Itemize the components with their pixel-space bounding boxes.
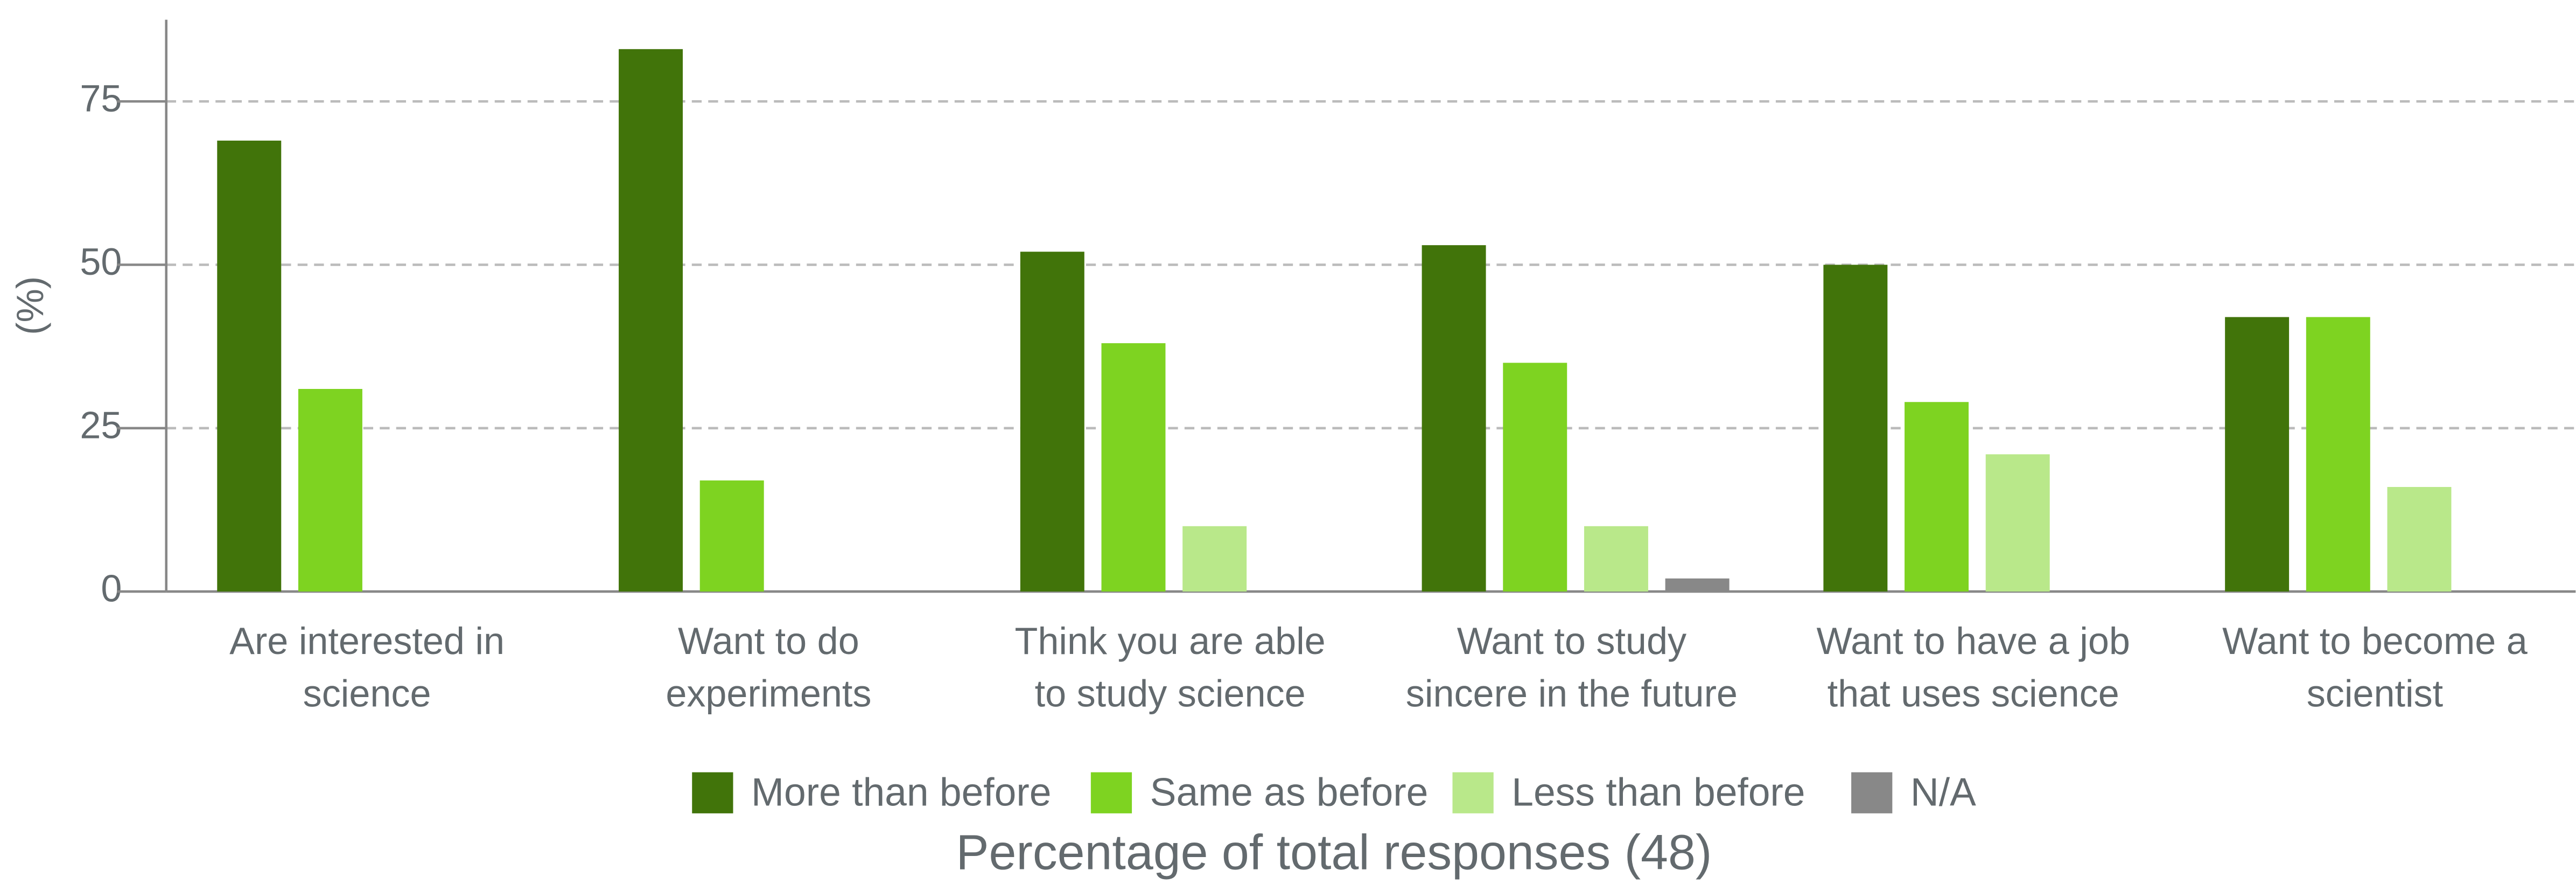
y-tick-label: 0: [101, 567, 122, 610]
legend-label: N/A: [1910, 770, 1976, 815]
legend-swatch: [1851, 772, 1893, 813]
x-tick-label: Want to do experiments: [666, 619, 872, 715]
chart-title: Percentage of total responses (48): [956, 825, 1712, 880]
bar: [298, 389, 362, 592]
legend-label: More than before: [751, 770, 1051, 815]
legend: More than before Same as before Less than …: [692, 770, 1976, 815]
bar: [699, 480, 764, 592]
legend-label: Less than before: [1511, 770, 1805, 815]
bar: [619, 49, 683, 592]
x-tick-label: Want to have a job that uses science: [1816, 619, 2130, 715]
bar: [1823, 264, 1888, 592]
legend-swatch: [1452, 772, 1494, 813]
x-tick-label: Are interested in science: [229, 619, 505, 715]
x-tick-label-box: Want to study sincere in the future: [1405, 619, 1738, 715]
x-tick-label: Want to study sincere in the future: [1405, 619, 1738, 715]
x-tick-label-box: Want to have a job that uses science: [1816, 619, 2130, 715]
bar: [2387, 486, 2452, 592]
x-tick-label-box: Are interested in science: [229, 619, 505, 715]
x-tick-label-box: Want to do experiments: [666, 619, 872, 715]
bar: [1665, 578, 1730, 592]
x-tick-label: Want to become a scientist: [2222, 619, 2528, 715]
bar: [1422, 245, 1486, 592]
bar: [1182, 526, 1247, 592]
bar: [1985, 454, 2050, 592]
bar: [1503, 363, 1567, 592]
x-tick-label: Think you are able to study science: [1014, 619, 1326, 715]
bar: [2225, 317, 2290, 592]
y-axis-label: (%): [9, 276, 51, 335]
bar: [1101, 343, 1166, 592]
y-tick-label: 25: [80, 403, 122, 446]
x-tick-label-box: Want to become a scientist: [2222, 619, 2528, 715]
bar: [2306, 317, 2370, 592]
bar: [1905, 402, 1969, 592]
legend-swatch: [692, 772, 733, 813]
bar: [217, 141, 282, 592]
y-tick-label: 50: [80, 240, 122, 283]
bar: [1584, 526, 1648, 592]
legend-label: Same as before: [1150, 770, 1429, 815]
y-tick-label: 75: [80, 77, 122, 120]
bar: [1020, 252, 1084, 592]
x-tick-label-box: Think you are able to study science: [1014, 619, 1326, 715]
legend-swatch: [1090, 772, 1132, 813]
